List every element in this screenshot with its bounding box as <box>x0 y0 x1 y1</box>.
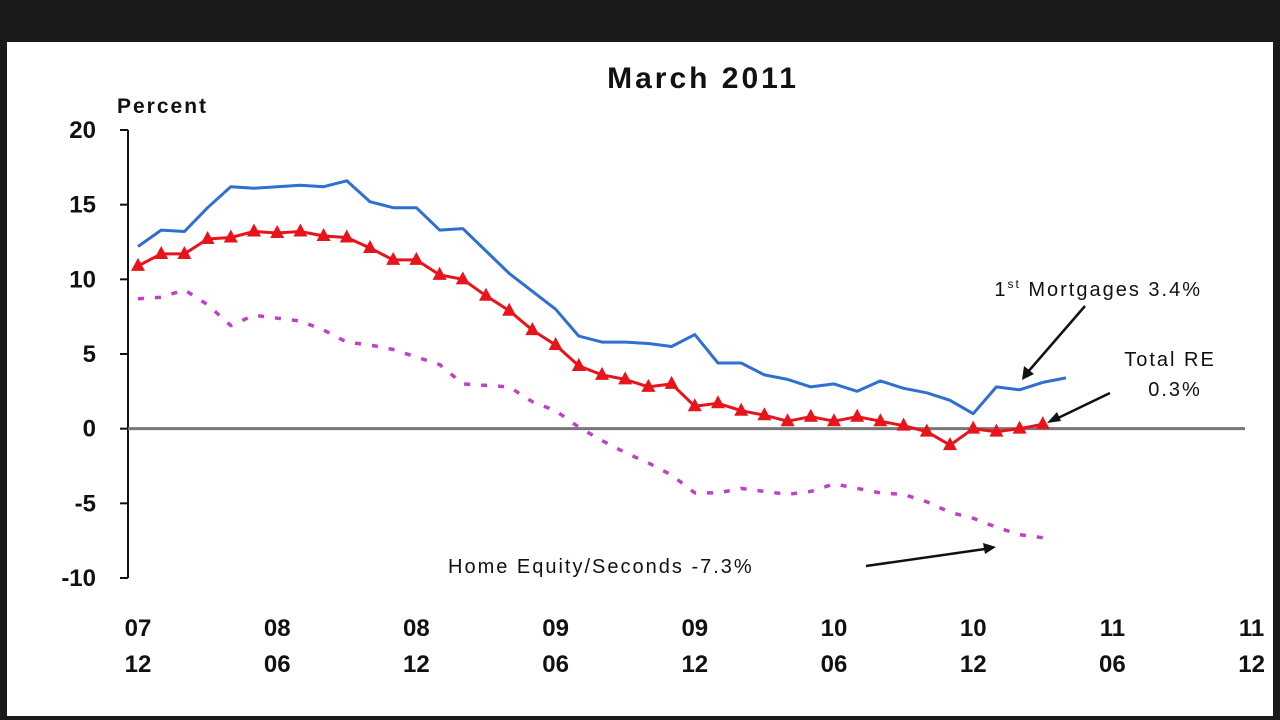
series-point-total_re <box>223 229 238 243</box>
frame-right-border <box>1273 42 1280 720</box>
annotation-first-mortgages: 1st Mortgages 3.4% <box>994 277 1202 301</box>
y-tick-label: 10 <box>69 266 96 293</box>
series-point-total_re <box>548 337 563 351</box>
series-point-total_re <box>409 251 424 265</box>
series-point-total_re <box>687 398 702 412</box>
x-tick-year: 11 <box>1100 615 1125 642</box>
x-tick-month: 12 <box>960 651 987 678</box>
series-point-total_re <box>641 378 656 392</box>
chart-title: March 2011 <box>607 62 799 95</box>
series-line-total_re <box>137 230 1044 447</box>
arrowhead-total-re <box>1047 412 1061 423</box>
series-point-total_re <box>154 245 169 259</box>
arrow-total-re <box>1055 391 1111 421</box>
x-tick-month: 06 <box>821 651 848 678</box>
series-point-total_re <box>803 408 818 422</box>
x-tick-year: 09 <box>681 615 708 642</box>
x-tick-month: 06 <box>542 651 569 678</box>
top-black-bar <box>0 0 1280 42</box>
series-point-total_re <box>386 251 401 265</box>
series-point-total_re <box>502 302 517 316</box>
series-point-total_re <box>293 223 308 237</box>
x-tick-month: 12 <box>403 651 430 678</box>
series-point-total_re <box>571 357 586 371</box>
series-point-total_re <box>966 420 981 434</box>
y-tick-label: -10 <box>61 565 96 592</box>
series-point-total_re <box>270 225 285 239</box>
arrow-home-equity <box>865 547 986 568</box>
x-ticks: 07 12 08 06 08 12 09 06 09 12 10 06 10 12 11 06 11 12 <box>125 615 1265 678</box>
series-point-total_re <box>247 223 261 237</box>
arrowhead-home-equity <box>983 543 996 554</box>
series-line-first_mortgages <box>137 179 1067 416</box>
series-point-total_re <box>316 228 331 242</box>
x-tick-year: 10 <box>821 615 848 642</box>
series-point-total_re <box>618 371 633 385</box>
y-ticks: 20 15 10 5 0 -5 -10 <box>61 117 128 592</box>
series-point-total_re <box>664 375 679 389</box>
series-line-home_equity <box>137 288 1044 540</box>
y-tick-label: 5 <box>83 341 96 368</box>
series-point-total_re <box>200 231 215 245</box>
series-point-total_re <box>711 395 725 409</box>
series-point-total_re <box>479 287 493 301</box>
series-point-total_re <box>131 257 145 271</box>
x-tick-year: 07 <box>125 615 152 642</box>
x-tick-year: 09 <box>542 615 569 642</box>
annotation-total-re-line2: 0.3% <box>1148 379 1202 401</box>
series-point-total_re <box>896 417 911 431</box>
frame-left-border <box>0 42 7 720</box>
arrowhead-first-mortgages <box>1022 366 1034 380</box>
annotation-first-mortgages-sup: st <box>1007 277 1020 291</box>
frame-bottom-border <box>0 716 1280 720</box>
series-point-total_re <box>850 408 865 422</box>
series-point-total_re <box>757 407 772 421</box>
x-tick-month: 12 <box>681 651 708 678</box>
annotation-first-mortgages-text: Mortgages 3.4% <box>1021 279 1202 301</box>
y-tick-label: -5 <box>75 490 96 517</box>
x-tick-month: 12 <box>125 651 152 678</box>
annotation-total-re-line1: Total RE <box>1124 349 1216 371</box>
annotation-home-equity: Home Equity/Seconds -7.3% <box>448 556 754 578</box>
series-point-total_re <box>339 229 354 243</box>
series-point-total_re <box>432 266 447 280</box>
y-tick-label: 15 <box>69 192 96 219</box>
y-tick-label: 20 <box>69 117 96 144</box>
series-point-total_re <box>1012 420 1027 434</box>
y-tick-label: 0 <box>83 416 96 443</box>
x-tick-month: 12 <box>1238 651 1265 678</box>
x-tick-year: 08 <box>264 615 291 642</box>
series-point-total_re <box>177 245 192 259</box>
x-tick-year: 11 <box>1239 615 1264 642</box>
x-tick-month: 06 <box>1099 651 1126 678</box>
x-tick-year: 10 <box>960 615 987 642</box>
x-tick-year: 08 <box>403 615 430 642</box>
series-layer <box>131 179 1067 540</box>
series-point-total_re <box>455 271 470 285</box>
series-point-total_re <box>363 239 377 253</box>
series-point-total_re <box>525 322 540 336</box>
series-point-total_re <box>943 437 957 451</box>
y-axis-label: Percent <box>117 95 208 118</box>
arrow-first-mortgages <box>1026 305 1086 374</box>
series-point-total_re <box>780 413 795 427</box>
series-point-total_re <box>595 366 609 380</box>
annotations: 1st Mortgages 3.4% Total RE 0.3% Home Eq… <box>448 277 1216 578</box>
series-point-total_re <box>989 423 1004 437</box>
series-point-total_re <box>734 402 749 416</box>
series-point-total_re <box>873 413 888 427</box>
series-point-total_re <box>1035 416 1050 430</box>
annotation-first-mortgages-prefix: 1 <box>994 279 1007 301</box>
series-point-total_re <box>919 423 934 437</box>
x-tick-month: 06 <box>264 651 291 678</box>
axes <box>127 130 1245 578</box>
series-point-total_re <box>827 413 841 427</box>
